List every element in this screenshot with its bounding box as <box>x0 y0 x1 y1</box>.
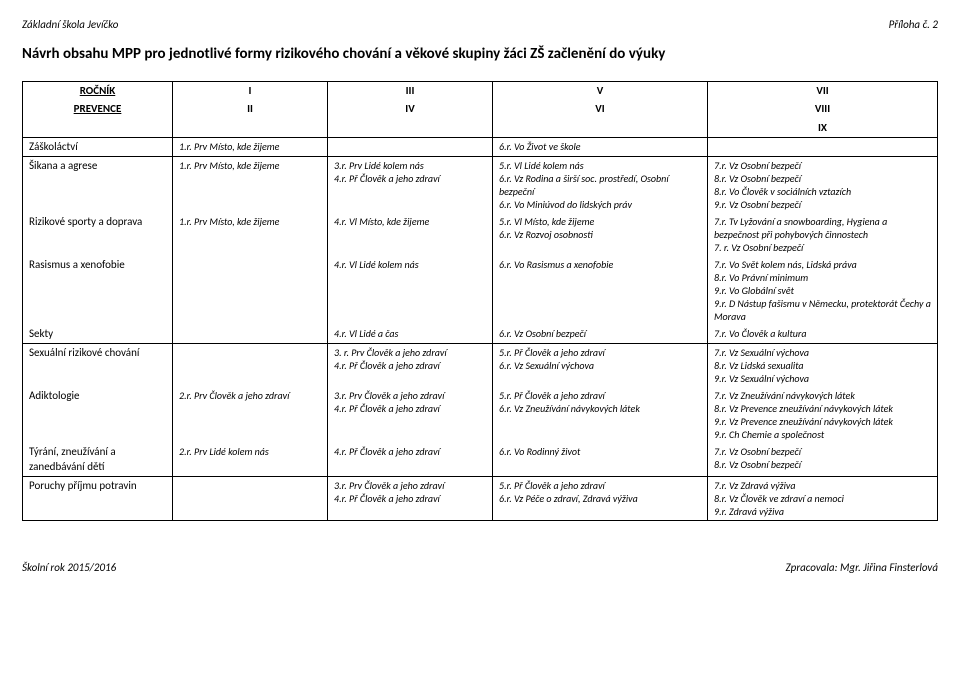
cell: 7.r. Vz Zneužívání návykových látek 8.r.… <box>708 387 938 443</box>
row-tyrani-label: Týrání, zneužívání a zanedbávání dětí <box>23 443 173 476</box>
thead-c3b: VI <box>493 100 708 118</box>
cell: 7.r. Vz Osobní bezpečí 8.r. Vz Osobní be… <box>708 443 938 476</box>
cell <box>708 137 938 156</box>
thead-prevence: PREVENCE <box>23 100 173 118</box>
cell: 6.r. Vz Osobní bezpečí <box>493 325 708 344</box>
thead-c4b: VIII <box>708 100 938 118</box>
cell: 1.r. Prv Místo, kde žijeme <box>173 213 328 256</box>
thead-c3a: V <box>493 82 708 101</box>
cell: 7.r. Vz Sexuální výchova 8.r. Vz Lidská … <box>708 344 938 388</box>
row-zaskolactvi-label: Záškoláctví <box>23 137 173 156</box>
page-header: Základní škola Jevíčko Příloha č. 2 <box>22 18 938 31</box>
cell: 6.r. Vo Rasismus a xenofobie <box>493 256 708 325</box>
cell: 7.r. Vz Osobní bezpečí 8.r. Vz Osobní be… <box>708 157 938 214</box>
cell: 7.r. Tv Lyžování a snowboarding, Hygiena… <box>708 213 938 256</box>
thead-c2b: IV <box>328 100 493 118</box>
cell: 7.r. Vz Zdravá výživa 8.r. Vz Člověk ve … <box>708 477 938 521</box>
cell: 7.r. Vo Člověk a kultura <box>708 325 938 344</box>
row-adiktologie-label: Adiktologie <box>23 387 173 443</box>
cell: 4.r. Vl Místo, kde žijeme <box>328 213 493 256</box>
cell: 3.r. Prv Člověk a jeho zdraví 4.r. Př Čl… <box>328 477 493 521</box>
cell: 6.r. Vo Život ve škole <box>493 137 708 156</box>
cell: 6.r. Vo Rodinný život <box>493 443 708 476</box>
page-footer: Školní rok 2015/2016 Zpracovala: Mgr. Ji… <box>22 561 938 574</box>
thead-c4a: VII <box>708 82 938 101</box>
cell: 5.r. Vl Lidé kolem nás 6.r. Vz Rodina a … <box>493 157 708 214</box>
row-sikana-label: Šikana a agrese <box>23 157 173 214</box>
row-sporty-label: Rizikové sporty a doprava <box>23 213 173 256</box>
cell: 7.r. Vo Svět kolem nás, Lidská práva 8.r… <box>708 256 938 325</box>
cell <box>173 325 328 344</box>
cell: 4.r. Vl Lidé kolem nás <box>328 256 493 325</box>
row-sekty-label: Sekty <box>23 325 173 344</box>
cell <box>328 137 493 156</box>
cell: 5.r. Př Člověk a jeho zdraví 6.r. Vz Péč… <box>493 477 708 521</box>
cell: 5.r. Vl Místo, kde žijeme 6.r. Vz Rozvoj… <box>493 213 708 256</box>
content-table: ROČNÍK I III V VII PREVENCE II IV VI VII… <box>22 81 938 521</box>
thead-blank <box>173 119 328 138</box>
thead-c4c: IX <box>708 119 938 138</box>
cell: 3.r. Prv Člověk a jeho zdraví 4.r. Př Čl… <box>328 387 493 443</box>
cell: 2.r. Prv Člověk a jeho zdraví <box>173 387 328 443</box>
header-right: Příloha č. 2 <box>889 18 938 31</box>
footer-left: Školní rok 2015/2016 <box>22 561 116 574</box>
thead-c2a: III <box>328 82 493 101</box>
thead-rocnik: ROČNÍK <box>23 82 173 101</box>
thead-blank <box>328 119 493 138</box>
cell: 1.r. Prv Místo, kde žijeme <box>173 137 328 156</box>
cell: 2.r. Prv Lidé kolem nás <box>173 443 328 476</box>
cell: 3.r. Prv Lidé kolem nás 4.r. Př Člověk a… <box>328 157 493 214</box>
cell <box>173 344 328 388</box>
cell <box>173 477 328 521</box>
cell: 4.r. Př Člověk a jeho zdraví <box>328 443 493 476</box>
thead-c1b: II <box>173 100 328 118</box>
thead-c1a: I <box>173 82 328 101</box>
row-poruchy-label: Poruchy příjmu potravin <box>23 477 173 521</box>
page-title: Návrh obsahu MPP pro jednotlivé formy ri… <box>22 45 938 63</box>
thead-blank <box>493 119 708 138</box>
cell: 3. r. Prv Člověk a jeho zdraví 4.r. Př Č… <box>328 344 493 388</box>
row-sexualni-label: Sexuální rizikové chování <box>23 344 173 388</box>
cell: 5.r. Př Člověk a jeho zdraví 6.r. Vz Zne… <box>493 387 708 443</box>
cell: 1.r. Prv Místo, kde žijeme <box>173 157 328 214</box>
footer-right: Zpracovala: Mgr. Jiřina Finsterlová <box>786 561 938 574</box>
row-rasismus-label: Rasismus a xenofobie <box>23 256 173 325</box>
cell: 5.r. Př Člověk a jeho zdraví 6.r. Vz Sex… <box>493 344 708 388</box>
cell <box>173 256 328 325</box>
thead-blank <box>23 119 173 138</box>
cell: 4.r. Vl Lidé a čas <box>328 325 493 344</box>
header-left: Základní škola Jevíčko <box>22 18 118 31</box>
